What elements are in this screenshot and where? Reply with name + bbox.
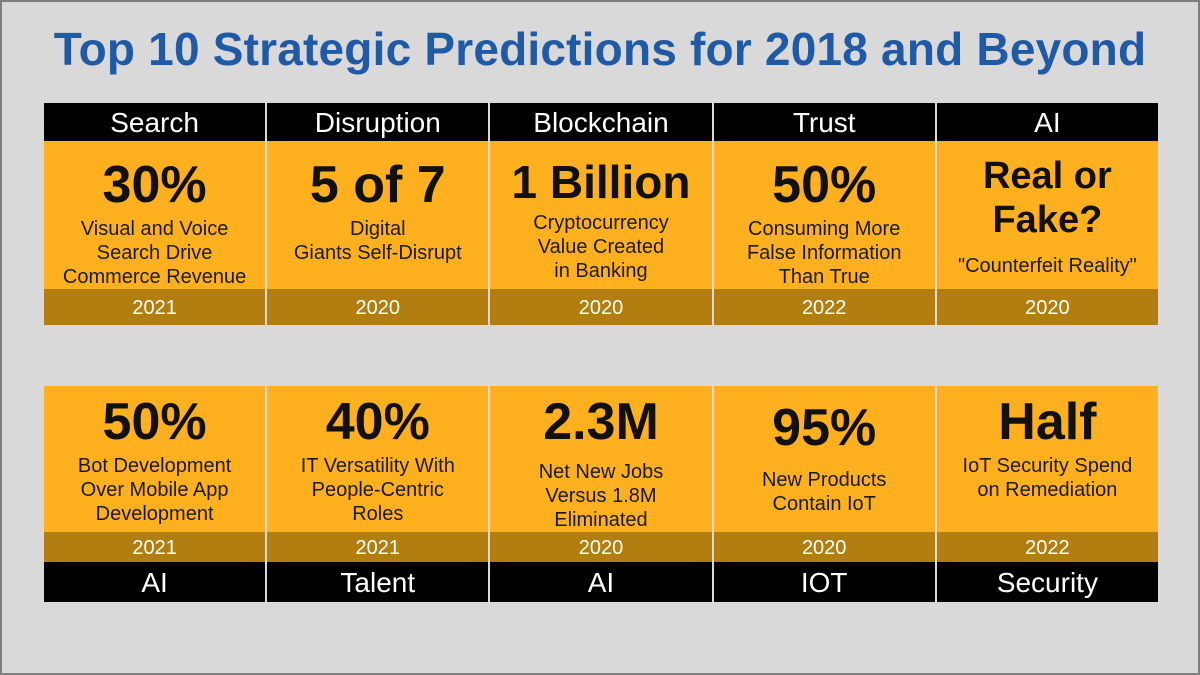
prediction-card-security: Half IoT Security Spend on Remediation 2… (936, 386, 1158, 602)
card-year: 2020 (490, 532, 712, 562)
card-year: 2021 (44, 532, 266, 562)
card-year: 2021 (267, 532, 489, 562)
card-headline: 5 of 7 (309, 156, 446, 214)
card-body: 50% Consuming More False Information Tha… (713, 141, 935, 289)
card-description: IoT Security Spend on Remediation (962, 455, 1133, 501)
card-body: 50% Bot Development Over Mobile App Deve… (44, 386, 266, 532)
card-body: 95% New Products Contain IoT (713, 386, 935, 532)
card-year: 2020 (936, 289, 1158, 325)
card-description: Digital Giants Self-Disrupt (293, 218, 462, 264)
card-description: Net New Jobs Versus 1.8M Eliminated (538, 461, 664, 531)
card-category: IOT (713, 562, 935, 602)
card-body: 30% Visual and Voice Search Drive Commer… (44, 141, 266, 289)
card-headline: Half (998, 393, 1097, 451)
prediction-card-blockchain: Blockchain 1 Billion Cryptocurrency Valu… (490, 103, 712, 325)
card-headline: 50% (102, 393, 207, 451)
card-body: Half IoT Security Spend on Remediation (936, 386, 1158, 532)
prediction-card-bot-development: 50% Bot Development Over Mobile App Deve… (44, 386, 266, 602)
card-headline: 1 Billion (511, 156, 691, 208)
prediction-card-iot: 95% New Products Contain IoT 2020 IOT (713, 386, 935, 602)
card-year: 2022 (936, 532, 1158, 562)
prediction-card-disruption: Disruption 5 of 7 Digital Giants Self-Di… (267, 103, 489, 325)
card-description: IT Versatility With People-Centric Roles (300, 455, 455, 525)
card-headline: 40% (325, 393, 430, 451)
card-category: AI (936, 103, 1158, 141)
card-headline: 95% (772, 399, 877, 457)
prediction-card-ai-top: AI Real or Fake? "Counterfeit Reality" 2… (936, 103, 1158, 325)
prediction-card-jobs: 2.3M Net New Jobs Versus 1.8M Eliminated… (490, 386, 712, 602)
card-year: 2020 (490, 289, 712, 325)
bottom-row: 50% Bot Development Over Mobile App Deve… (44, 386, 1158, 602)
card-year: 2020 (267, 289, 489, 325)
card-description: Consuming More False Information Than Tr… (746, 218, 902, 288)
card-body: 5 of 7 Digital Giants Self-Disrupt (267, 141, 489, 289)
card-headline: 50% (772, 156, 877, 214)
card-category: Security (936, 562, 1158, 602)
card-year: 2020 (713, 532, 935, 562)
card-year: 2021 (44, 289, 266, 325)
card-category: Trust (713, 103, 935, 141)
card-headline: 30% (102, 156, 207, 214)
card-category: AI (44, 562, 266, 602)
card-year: 2022 (713, 289, 935, 325)
card-category: Search (44, 103, 266, 141)
card-body: 2.3M Net New Jobs Versus 1.8M Eliminated (490, 386, 712, 532)
prediction-card-trust: Trust 50% Consuming More False Informati… (713, 103, 935, 325)
card-category: Talent (267, 562, 489, 602)
card-description: New Products Contain IoT (761, 469, 887, 515)
card-body: 1 Billion Cryptocurrency Value Created i… (490, 141, 712, 289)
card-category: Blockchain (490, 103, 712, 141)
top-row: Search 30% Visual and Voice Search Drive… (44, 103, 1158, 325)
card-description: "Counterfeit Reality" (958, 255, 1137, 278)
card-headline: 2.3M (543, 393, 659, 451)
card-category: AI (490, 562, 712, 602)
card-description: Cryptocurrency Value Created in Banking (533, 212, 669, 282)
card-description: Bot Development Over Mobile App Developm… (77, 455, 232, 525)
card-description: Visual and Voice Search Drive Commerce R… (62, 218, 247, 288)
card-headline: Real or Fake? (982, 155, 1112, 241)
slide-title: Top 10 Strategic Predictions for 2018 an… (53, 23, 1147, 75)
prediction-card-search: Search 30% Visual and Voice Search Drive… (44, 103, 266, 325)
prediction-card-talent: 40% IT Versatility With People-Centric R… (267, 386, 489, 602)
card-body: Real or Fake? "Counterfeit Reality" (936, 141, 1158, 289)
card-category: Disruption (267, 103, 489, 141)
card-body: 40% IT Versatility With People-Centric R… (267, 386, 489, 532)
